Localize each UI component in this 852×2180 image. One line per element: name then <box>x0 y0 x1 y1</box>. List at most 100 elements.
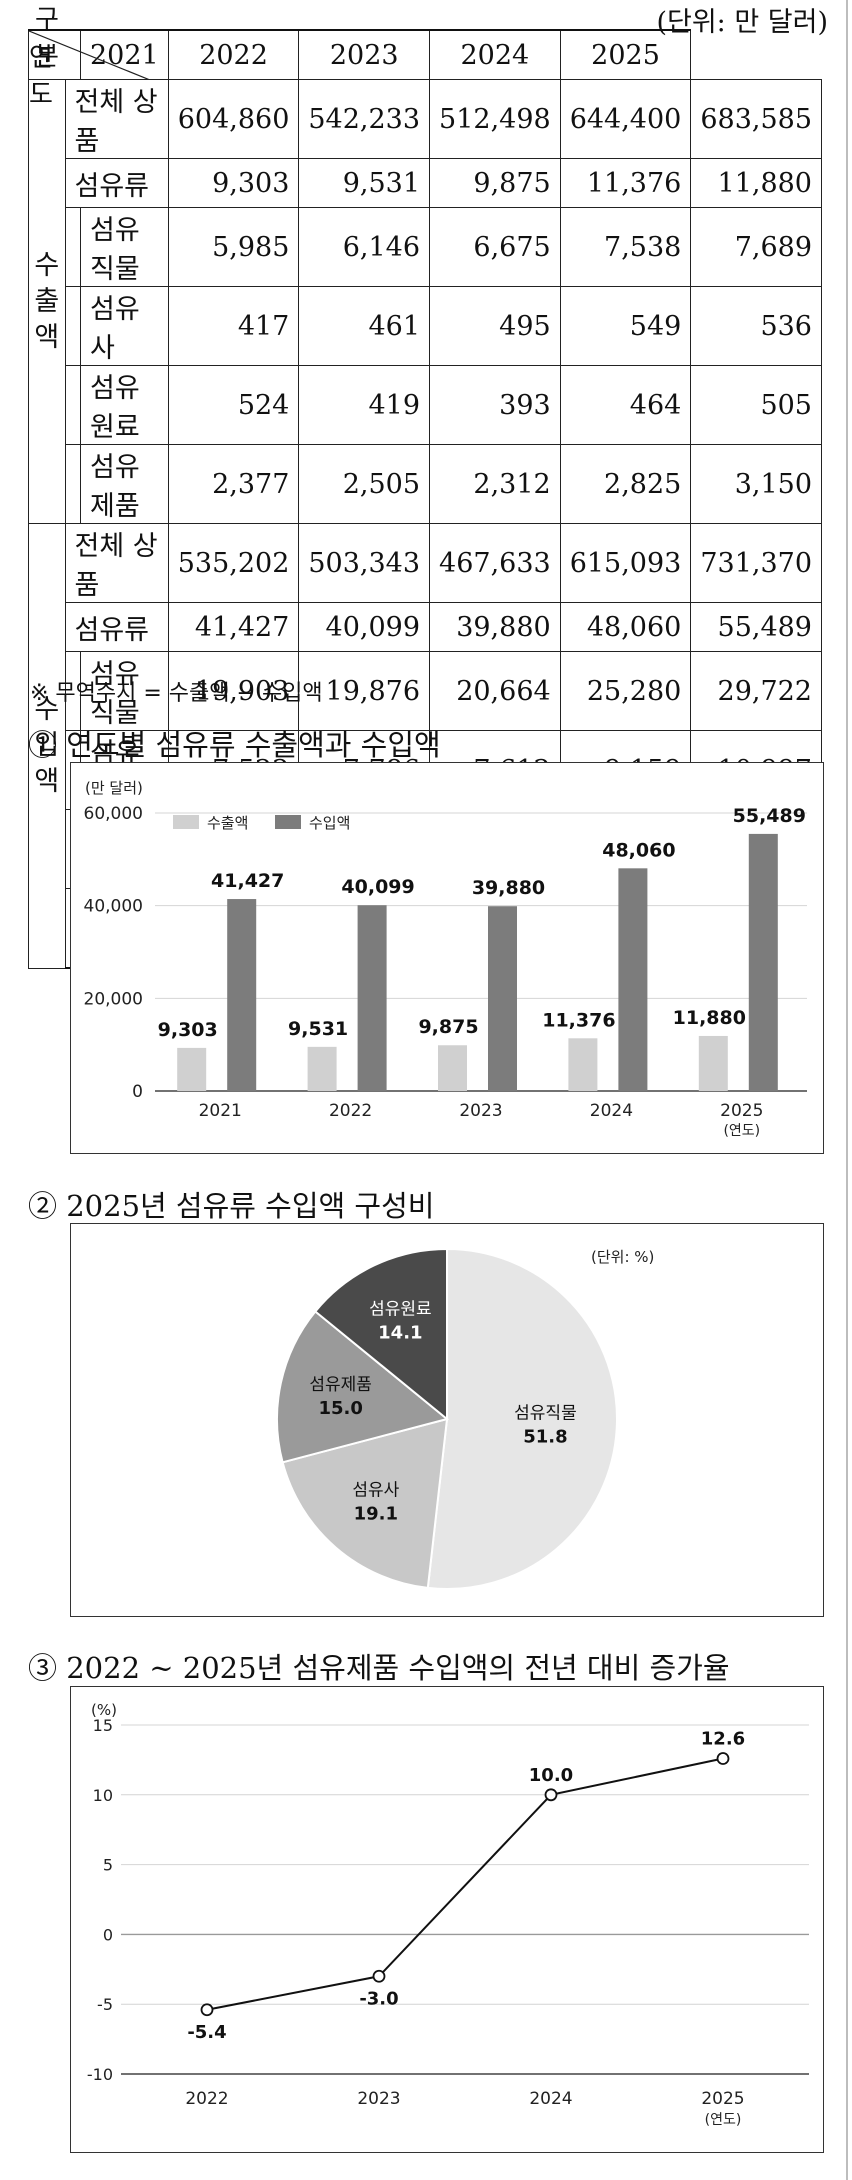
bar-export <box>438 1045 467 1091</box>
value-cell: 48,060 <box>559 602 692 652</box>
value-cell: 20,664 <box>429 651 561 731</box>
bar-value-label: 40,099 <box>341 876 414 898</box>
value-cell: 7,538 <box>559 207 692 287</box>
group-label-char: 액 <box>34 321 60 353</box>
value-cell: 535,202 <box>167 523 300 603</box>
table-row: 수 입 액 전체 상품 535,202 503,343 467,633 615,093 731,… <box>28 523 822 969</box>
value-cell: 417 <box>167 286 300 366</box>
indent-cell <box>64 286 81 366</box>
line-value-label: -3.0 <box>359 1988 398 2009</box>
line-point <box>716 1752 730 1765</box>
bar-y-tick-label: 40,000 <box>84 897 143 917</box>
line-value-label: -5.4 <box>187 2022 226 2043</box>
bar-x-tick-label: 2024 <box>590 1101 633 1121</box>
bar-chart-panel: (만 달러) 0 20,000 40,000 60,000 수출액 수입액 9,303 41,4… <box>70 762 824 1154</box>
year-header-2025: 2025 <box>559 29 692 80</box>
line-y-tick-label: -5 <box>97 1995 113 2014</box>
value-cell: 6,675 <box>429 207 561 287</box>
value-cell: 495 <box>429 286 561 366</box>
table-row: 수 출 액 전체 상품 604,860 542,233 512,498 644,400 683,… <box>28 79 822 524</box>
bar-value-label: 55,489 <box>733 805 806 827</box>
table-row: 섬유사 417 461 495 549 536 <box>29 286 822 366</box>
value-cell: 503,343 <box>298 523 431 603</box>
bar-y-unit: (만 달러) <box>85 779 143 797</box>
section-title-1: ① 연도별 섬유류 수출액과 수입액 <box>28 728 441 762</box>
bar-import <box>227 899 257 1091</box>
line-x-tick-label: 2023 <box>357 2089 400 2109</box>
value-cell: 2,377 <box>167 444 300 524</box>
line-point <box>544 1788 558 1802</box>
pie-slice <box>276 1310 450 1464</box>
table-header-row: 구분 연도 2021 2022 2023 2024 2025 <box>28 5 822 110</box>
value-cell: 11,880 <box>690 158 822 208</box>
value-cell: 467,633 <box>429 523 561 603</box>
value-cell: 419 <box>298 365 431 445</box>
table-row: 섬유류 41,427 40,099 39,880 48,060 55,489 <box>29 602 822 652</box>
value-cell: 731,370 <box>690 523 822 603</box>
value-cell: 536 <box>690 286 822 366</box>
bar-value-label: 9,303 <box>158 1019 218 1041</box>
bar-y-tick-label: 60,000 <box>84 804 143 824</box>
line-y-tick-label: 10 <box>93 1786 113 1805</box>
bar-value-label: 11,880 <box>673 1007 746 1029</box>
corner-col-label: 연도 <box>29 43 53 110</box>
bar-x-tick-label: 2023 <box>459 1101 502 1121</box>
table-row: 섬유원료 524 419 393 464 505 <box>29 365 822 445</box>
bar-value-label: 9,875 <box>418 1016 478 1038</box>
value-cell: 615,093 <box>559 523 692 603</box>
line-series <box>206 1757 724 2011</box>
value-cell: 29,722 <box>690 651 822 731</box>
pie-unit: (단위: %) <box>591 1248 654 1266</box>
bar-x-tick-label: 2022 <box>329 1101 372 1121</box>
value-cell: 512,498 <box>429 79 561 159</box>
line-value-label: 12.6 <box>701 1729 745 1750</box>
line-value-label: 10.0 <box>529 1765 573 1786</box>
bar-value-label: 9,531 <box>288 1018 348 1040</box>
value-cell: 604,860 <box>167 79 300 159</box>
line-x-unit: (연도) <box>705 2112 742 2128</box>
value-cell: 40,099 <box>298 602 431 652</box>
line-y-tick-label: 5 <box>103 1856 113 1875</box>
indent-cell <box>64 444 81 524</box>
group-label-char: 액 <box>34 765 60 797</box>
section-title-3: ③ 2022 ~ 2025년 섬유제품 수입액의 전년 대비 증가율 <box>28 1651 730 1685</box>
line-y-tick-label: 15 <box>93 1716 113 1735</box>
pie-slice-value: 51.8 <box>523 1427 567 1448</box>
pie-slice-label: 섬유제품 <box>309 1375 372 1395</box>
value-cell: 39,880 <box>429 602 561 652</box>
group-label-char: 입 <box>34 729 60 761</box>
value-cell: 549 <box>559 286 692 366</box>
bar-value-label: 41,427 <box>211 870 284 892</box>
row-label: 섬유류 <box>64 158 169 208</box>
bar-value-label: 39,880 <box>472 877 545 899</box>
value-cell: 19,876 <box>298 651 431 731</box>
table-row: 섬유직물 19,903 19,876 20,664 25,280 29,722 <box>29 651 822 731</box>
pie-slice <box>281 1417 449 1590</box>
pie-chart-panel: (단위: %) 섬유직물 51.8 섬유사 19.1 섬유제품 15.0 섬유원료 14.1 <box>70 1223 824 1617</box>
line-y-tick-label: -10 <box>87 2065 113 2084</box>
table-row: 섬유직물 5,985 6,146 6,675 7,538 7,689 <box>29 207 822 287</box>
bar-legend-swatch <box>275 815 301 829</box>
table-corner-cell: 구분 연도 <box>28 5 150 110</box>
pie-slice-value: 19.1 <box>354 1503 398 1524</box>
row-label: 섬유원료 <box>80 365 169 445</box>
bar-import <box>488 906 517 1091</box>
bar-legend-label: 수입액 <box>309 814 350 832</box>
value-cell: 505 <box>690 365 822 445</box>
value-cell: 25,280 <box>559 651 692 731</box>
value-cell: 5,985 <box>167 207 300 287</box>
bar-export <box>698 1035 728 1091</box>
value-cell: 55,489 <box>690 602 822 652</box>
bar-x-unit: (연도) <box>723 1123 760 1139</box>
value-cell: 3,150 <box>690 444 822 524</box>
bar-value-label: 11,376 <box>542 1009 615 1031</box>
value-cell: 524 <box>167 365 300 445</box>
bar-x-tick-label: 2021 <box>199 1101 242 1121</box>
pie-slice-label: 섬유사 <box>352 1480 399 1500</box>
value-cell: 644,400 <box>559 79 692 159</box>
bar-import <box>357 905 387 1091</box>
pie-slice <box>313 1247 448 1422</box>
value-cell: 41,427 <box>167 602 300 652</box>
line-x-tick-label: 2024 <box>529 2089 572 2109</box>
line-chart-panel: (%) -10 -5 0 5 10 15 2022 2023 2024 2025 (연도) -5.4 -3… <box>70 1686 824 2153</box>
